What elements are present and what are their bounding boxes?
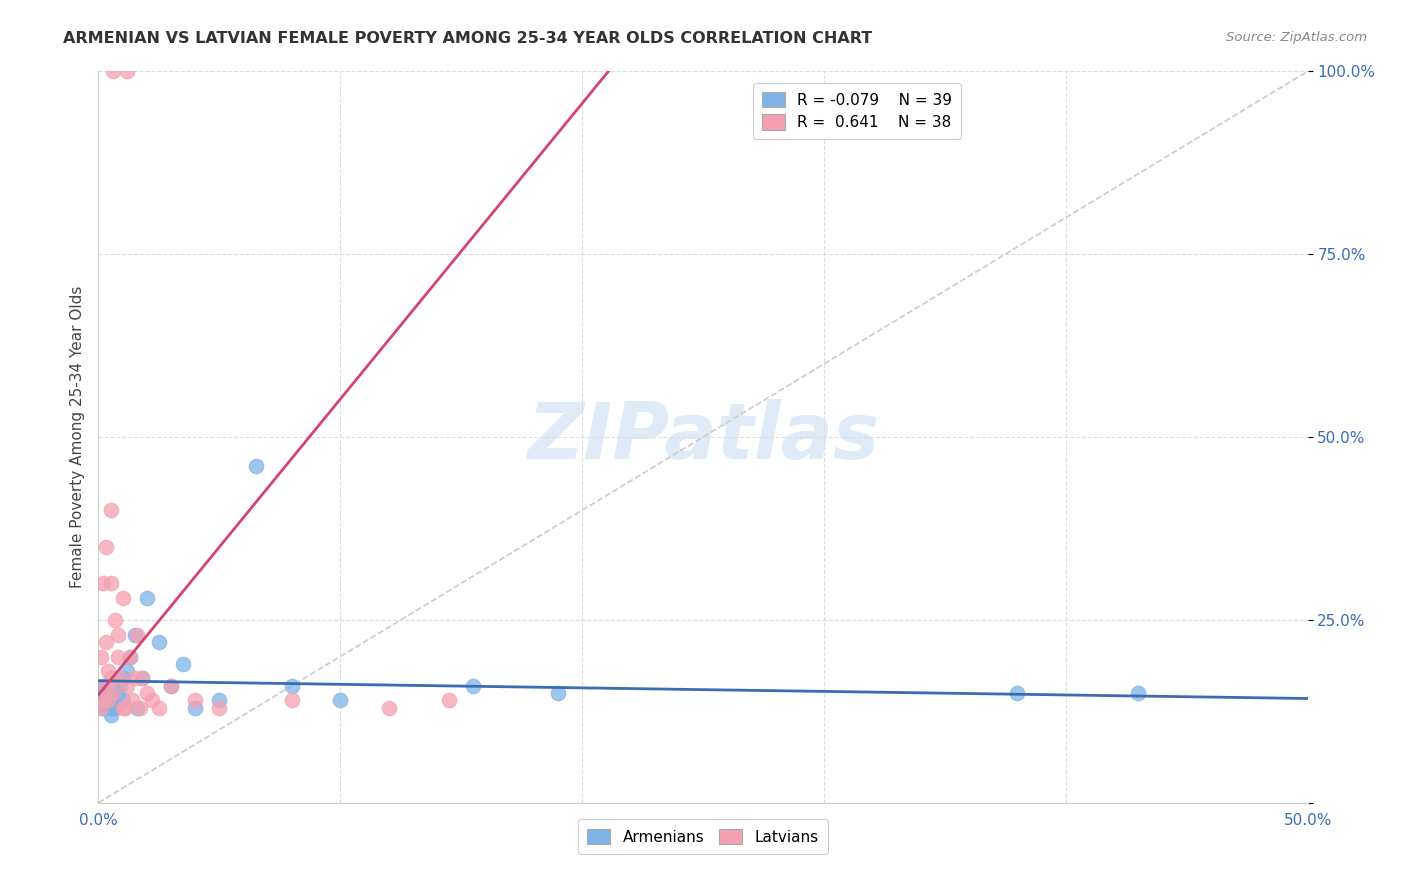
- Point: [100, 708, 122, 723]
- Point: [107, 627, 129, 641]
- Point: [117, 679, 139, 693]
- Text: Source: ZipAtlas.com: Source: ZipAtlas.com: [1226, 31, 1367, 45]
- Point: [281, 679, 304, 693]
- Point: [121, 693, 143, 707]
- Point: [547, 686, 569, 700]
- Point: [127, 627, 149, 641]
- Point: [184, 700, 207, 714]
- Point: [1007, 686, 1029, 700]
- Point: [91, 693, 114, 707]
- Y-axis label: Female Poverty Among 25-34 Year Olds: Female Poverty Among 25-34 Year Olds: [69, 286, 84, 588]
- Point: [135, 591, 157, 605]
- Point: [97, 693, 120, 707]
- Point: [104, 613, 127, 627]
- Point: [377, 700, 399, 714]
- Point: [94, 679, 117, 693]
- Point: [131, 672, 153, 686]
- Point: [463, 679, 485, 693]
- Point: [104, 700, 127, 714]
- Point: [107, 649, 129, 664]
- Point: [118, 649, 141, 664]
- Point: [101, 693, 124, 707]
- Point: [117, 664, 139, 678]
- Point: [97, 686, 120, 700]
- Point: [128, 700, 150, 714]
- Point: [94, 679, 117, 693]
- Point: [94, 686, 117, 700]
- Point: [94, 540, 117, 554]
- Point: [148, 635, 170, 649]
- Point: [1128, 686, 1150, 700]
- Point: [107, 686, 129, 700]
- Point: [111, 672, 134, 686]
- Point: [104, 679, 127, 693]
- Legend: Armenians, Latvians: Armenians, Latvians: [578, 820, 828, 854]
- Point: [111, 693, 134, 707]
- Point: [127, 700, 149, 714]
- Point: [437, 693, 460, 707]
- Point: [97, 664, 120, 678]
- Point: [148, 700, 170, 714]
- Point: [100, 672, 122, 686]
- Point: [100, 686, 122, 700]
- Point: [100, 700, 122, 714]
- Point: [101, 64, 124, 78]
- Point: [131, 672, 153, 686]
- Point: [91, 693, 114, 707]
- Point: [135, 686, 157, 700]
- Point: [172, 657, 194, 671]
- Point: [111, 591, 134, 605]
- Point: [91, 576, 114, 591]
- Point: [94, 635, 117, 649]
- Point: [101, 686, 124, 700]
- Point: [245, 459, 267, 474]
- Point: [101, 700, 124, 714]
- Point: [208, 700, 231, 714]
- Point: [108, 679, 131, 693]
- Point: [90, 686, 112, 700]
- Point: [90, 693, 112, 707]
- Point: [208, 693, 231, 707]
- Point: [94, 700, 117, 714]
- Point: [141, 693, 163, 707]
- Point: [90, 649, 112, 664]
- Point: [281, 693, 304, 707]
- Point: [111, 700, 134, 714]
- Point: [184, 693, 207, 707]
- Point: [114, 700, 136, 714]
- Text: ARMENIAN VS LATVIAN FEMALE POVERTY AMONG 25-34 YEAR OLDS CORRELATION CHART: ARMENIAN VS LATVIAN FEMALE POVERTY AMONG…: [63, 31, 873, 46]
- Point: [160, 679, 183, 693]
- Point: [91, 700, 114, 714]
- Point: [100, 503, 122, 517]
- Point: [160, 679, 183, 693]
- Point: [91, 679, 114, 693]
- Point: [90, 700, 112, 714]
- Point: [108, 672, 131, 686]
- Text: ZIPatlas: ZIPatlas: [527, 399, 879, 475]
- Point: [124, 672, 146, 686]
- Point: [329, 693, 352, 707]
- Point: [97, 700, 120, 714]
- Point: [117, 64, 139, 78]
- Point: [100, 576, 122, 591]
- Point: [118, 649, 141, 664]
- Point: [124, 627, 146, 641]
